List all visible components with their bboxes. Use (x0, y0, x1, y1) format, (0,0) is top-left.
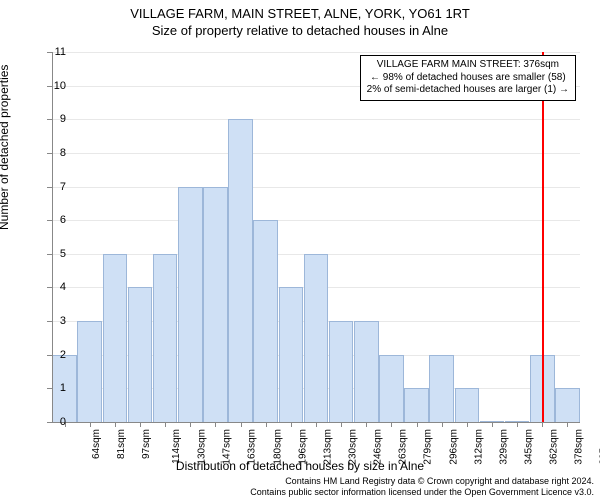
histogram-bar (228, 119, 253, 422)
gridline (52, 187, 580, 188)
y-axis-line (52, 52, 53, 422)
x-tick-label: 279sqm (423, 429, 434, 465)
gridline (52, 119, 580, 120)
histogram-bar (354, 321, 379, 422)
annotation-box: VILLAGE FARM MAIN STREET: 376sqm← 98% of… (360, 55, 576, 101)
histogram-bar (153, 254, 178, 422)
chart-subtitle: Size of property relative to detached ho… (0, 21, 600, 38)
histogram-bar (77, 321, 102, 422)
x-tick-label: 213sqm (322, 429, 333, 465)
x-tick-label: 114sqm (171, 429, 182, 464)
x-tick-label: 296sqm (448, 429, 459, 465)
y-tick-label: 9 (36, 113, 66, 125)
gridline (52, 220, 580, 221)
gridline (52, 52, 580, 53)
x-tick-label: 163sqm (247, 429, 258, 465)
x-tick-label: 312sqm (473, 429, 484, 465)
histogram-bar (103, 254, 128, 422)
histogram-bar (429, 355, 454, 422)
annotation-line: 2% of semi-detached houses are larger (1… (367, 84, 569, 97)
y-tick-label: 5 (36, 248, 66, 260)
y-axis-label: Number of detached properties (0, 65, 11, 230)
histogram-bar (304, 254, 329, 422)
histogram-bar (128, 287, 153, 422)
histogram-bar (455, 388, 480, 422)
x-axis-line (52, 422, 580, 423)
y-tick-label: 2 (36, 349, 66, 361)
histogram-bar (203, 187, 228, 422)
x-tick-label: 180sqm (272, 429, 283, 465)
footer-line-1: Contains HM Land Registry data © Crown c… (0, 476, 594, 487)
x-tick-label: 196sqm (297, 429, 308, 465)
x-tick-label: 97sqm (141, 429, 152, 459)
y-tick-label: 1 (36, 382, 66, 394)
x-tick-label: 130sqm (197, 429, 208, 465)
x-tick-label: 246sqm (373, 429, 384, 465)
subject-marker-line (542, 52, 544, 422)
x-tick-label: 230sqm (348, 429, 359, 465)
histogram-bar (329, 321, 354, 422)
histogram-bar (379, 355, 404, 422)
plot-area (52, 52, 580, 422)
y-tick-label: 11 (36, 46, 66, 58)
annotation-line: ← 98% of detached houses are smaller (58… (367, 72, 569, 85)
x-tick-label: 378sqm (574, 429, 585, 465)
histogram-bar (178, 187, 203, 422)
histogram-bar (253, 220, 278, 422)
x-tick-label: 263sqm (398, 429, 409, 465)
x-tick-label: 345sqm (524, 429, 535, 465)
y-tick-label: 3 (36, 315, 66, 327)
y-tick-label: 6 (36, 214, 66, 226)
y-tick-label: 7 (36, 181, 66, 193)
x-tick-label: 329sqm (498, 429, 509, 465)
histogram-bar (555, 388, 580, 422)
x-tick-label: 362sqm (549, 429, 560, 465)
y-tick-label: 0 (36, 416, 66, 428)
annotation-line: VILLAGE FARM MAIN STREET: 376sqm (367, 59, 569, 72)
y-tick-label: 4 (36, 281, 66, 293)
histogram-bar (404, 388, 429, 422)
x-tick-label: 147sqm (222, 429, 233, 465)
histogram-bar (279, 287, 304, 422)
x-tick-label: 81sqm (116, 429, 127, 459)
footer-attribution: Contains HM Land Registry data © Crown c… (0, 476, 594, 498)
y-tick-label: 10 (36, 80, 66, 92)
x-tick-label: 64sqm (91, 429, 102, 459)
gridline (52, 153, 580, 154)
footer-line-2: Contains public sector information licen… (0, 487, 594, 498)
y-tick-label: 8 (36, 147, 66, 159)
chart-title: VILLAGE FARM, MAIN STREET, ALNE, YORK, Y… (0, 0, 600, 21)
chart-container: { "title": "VILLAGE FARM, MAIN STREET, A… (0, 0, 600, 500)
